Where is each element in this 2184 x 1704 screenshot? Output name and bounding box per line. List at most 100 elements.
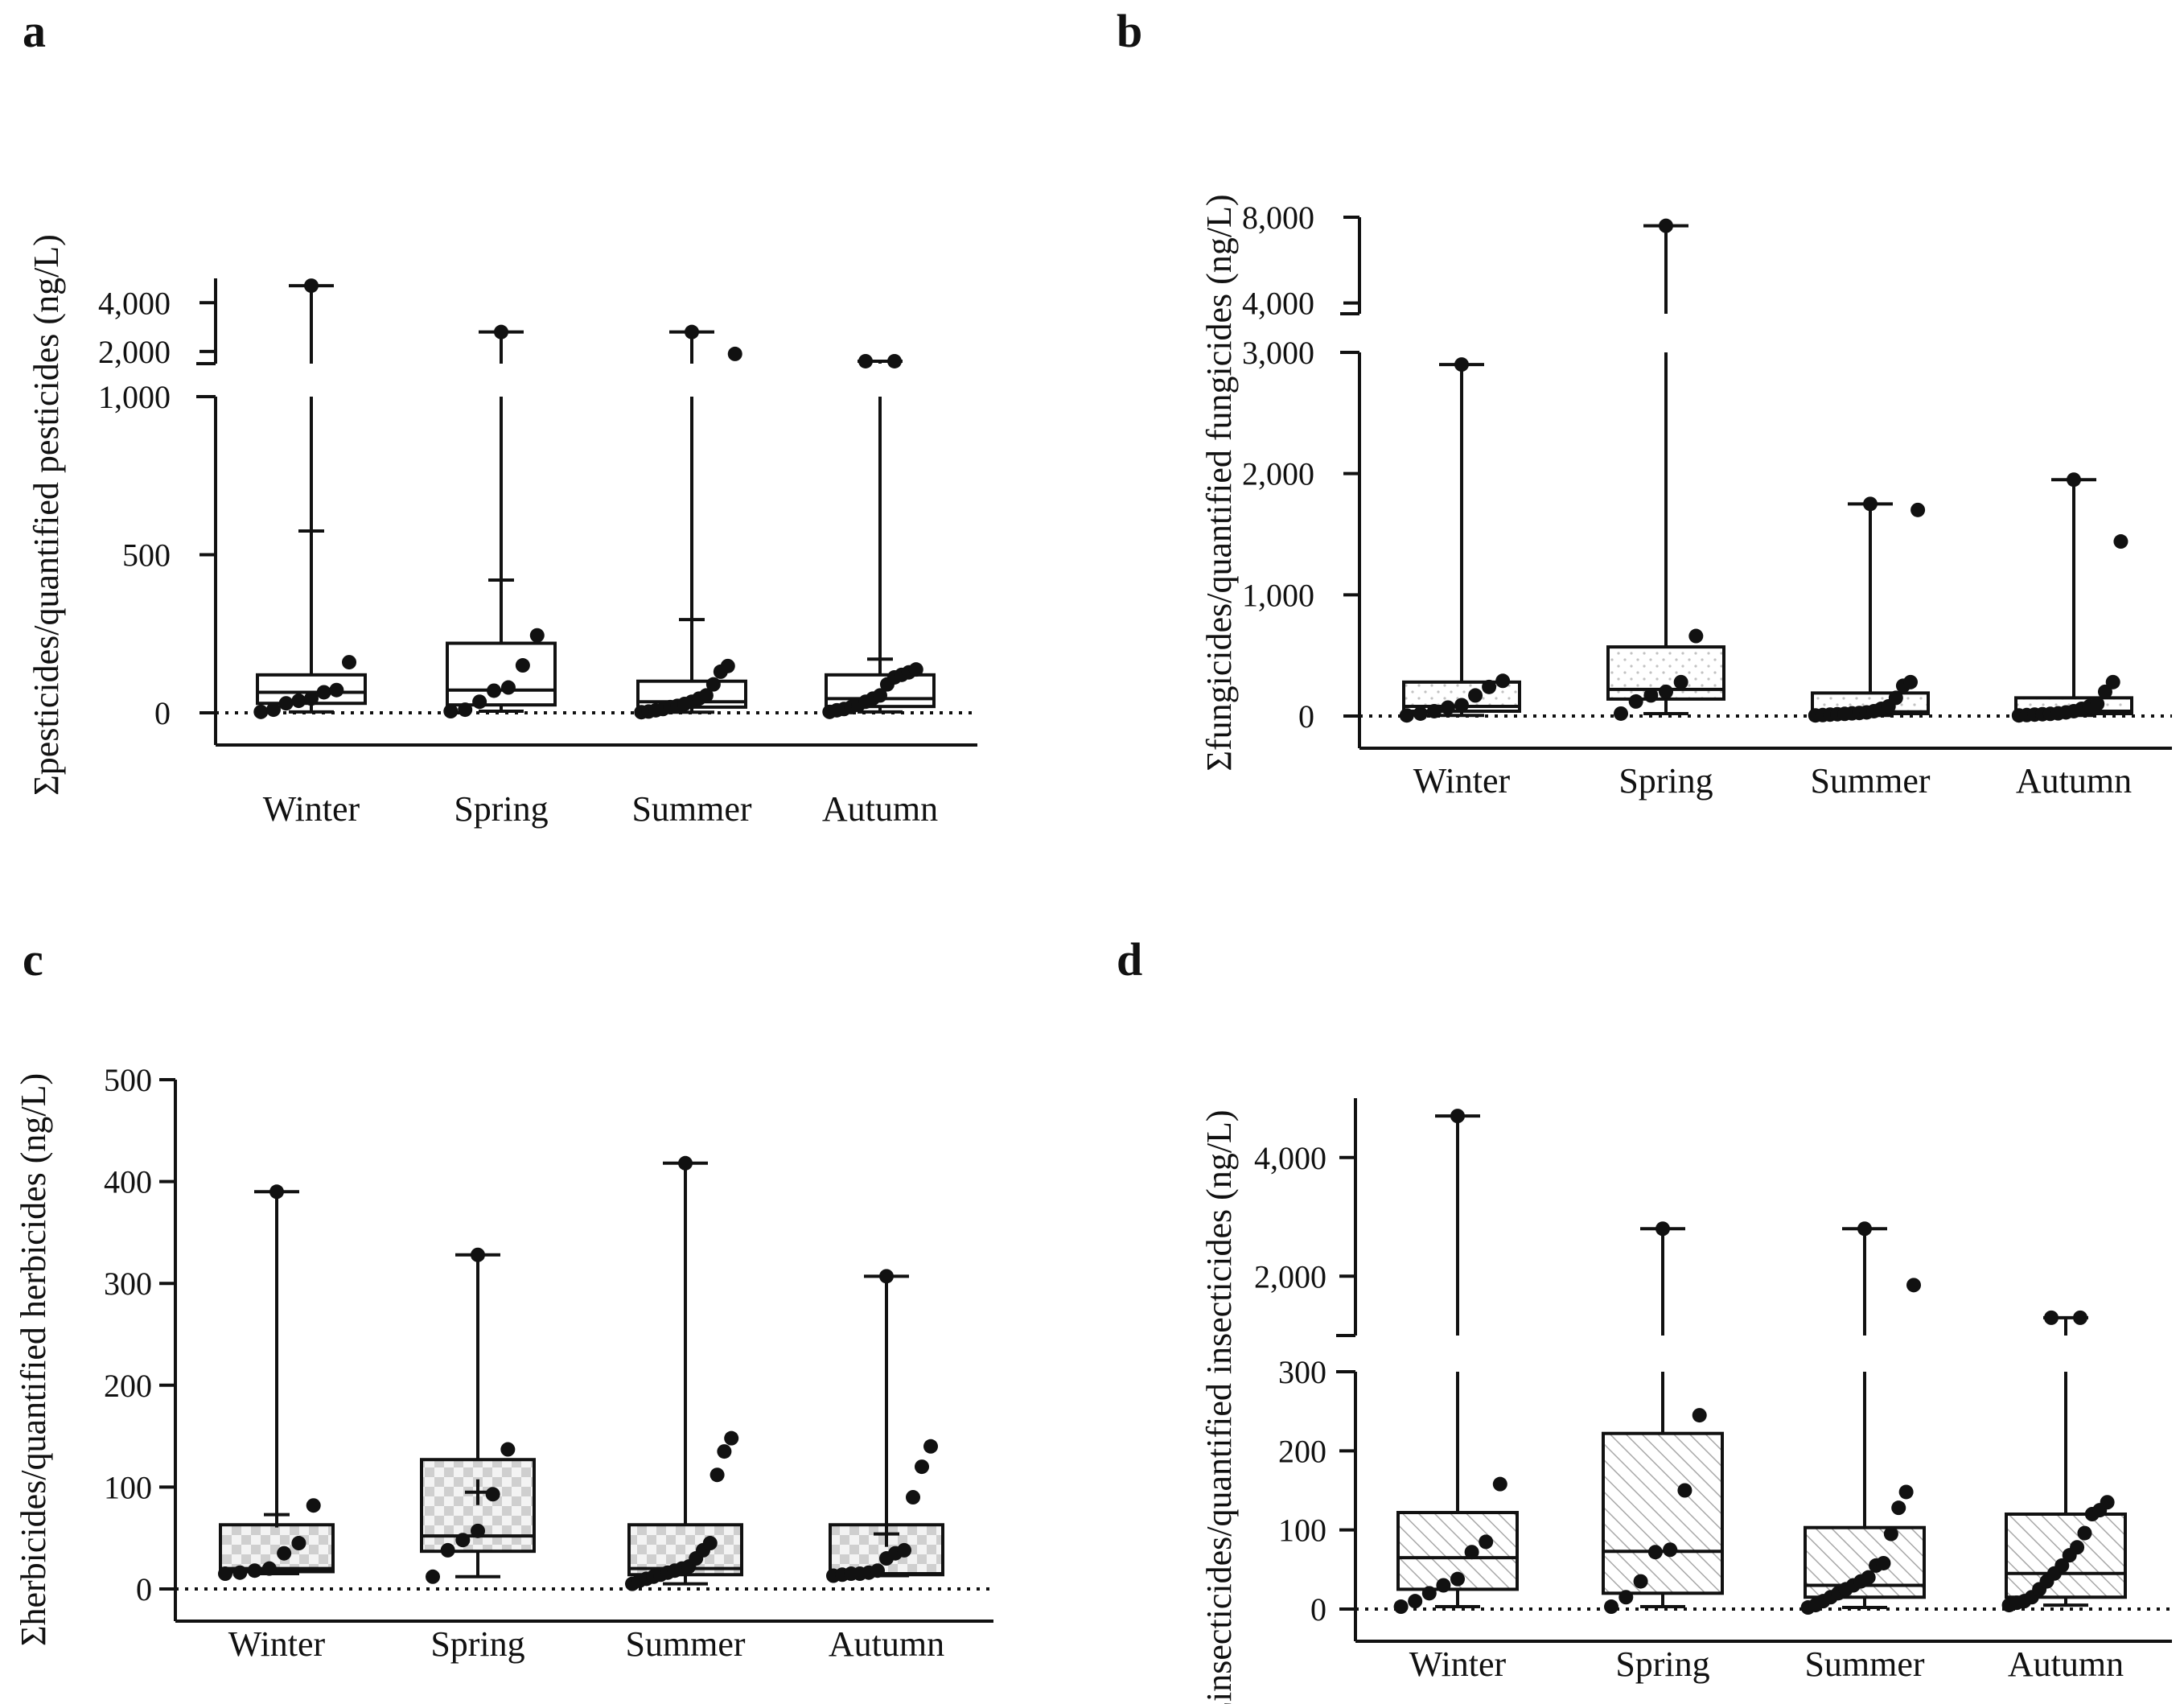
panel-a-data-point [705, 677, 721, 692]
panel-c-data-point [915, 1459, 929, 1475]
panel-b-x-label-spring: Spring [1618, 761, 1713, 801]
panel-d-y-tick-label: 300 [1278, 1354, 1326, 1390]
panel-a-box-group-summer [634, 324, 747, 720]
panel-c-data-point [897, 1542, 911, 1558]
panel-b-data-point [1903, 674, 1919, 689]
panel-c-chart: c 0 100 200 300 400 500 Σherbicides/quantified … [14, 933, 993, 1664]
panel-d-x-label-autumn: Autumn [2008, 1644, 2124, 1684]
panel-c-data-point [485, 1487, 500, 1502]
panel-b-y-axis-title: Σfungicides/quantified fungicides (ng/L) [1199, 194, 1239, 771]
panel-c-x-label-spring: Spring [430, 1624, 524, 1664]
panel-d-box-group-autumn [2001, 1310, 2127, 1613]
panel-a-data-point [304, 278, 319, 294]
panel-c-y-axis-title: Σherbicides/quantified herbicides (ng/L) [14, 1073, 53, 1646]
panel-d-x-label-winter: Winter [1409, 1644, 1507, 1684]
panel-b-box-group-spring [1606, 218, 1725, 721]
panel-b-data-point [1482, 679, 1497, 694]
panel-c-data-point [277, 1546, 292, 1561]
panel-d-data-point [1618, 1590, 1634, 1605]
panel-b-y-tick-label: 4,000 [1242, 286, 1314, 322]
panel-c-data-point [291, 1536, 306, 1551]
panel-b-data-point [1614, 706, 1628, 721]
panel-a-data-point [487, 683, 502, 698]
panel-a-data-point [304, 691, 319, 706]
panel-d-chart: d 0 100 200 300 2,000 4,000 Σinsecticides/quant… [1117, 933, 2172, 1704]
panel-c-data-point [678, 1155, 693, 1171]
panel-b-box-group-summer [1808, 496, 1930, 723]
panel-d-data-point [2077, 1525, 2092, 1541]
panel-d-data-point [1393, 1599, 1409, 1615]
panel-b-data-point [2097, 684, 2112, 699]
panel-c-y-tick-label: 200 [104, 1368, 152, 1404]
panel-a-box-group-spring [443, 324, 557, 719]
panel-b-data-point [1413, 706, 1428, 721]
panel-b-y-tick-label: 8,000 [1242, 200, 1314, 236]
panel-b-data-point [1659, 684, 1673, 699]
panel-a-data-point [698, 688, 714, 703]
panel-b-data-point [1910, 502, 1926, 517]
panel-a-data-point [458, 702, 473, 718]
panel-d-data-point [1655, 1221, 1670, 1237]
panel-d-data-point [1883, 1526, 1898, 1541]
panel-c-data-point [471, 1523, 485, 1538]
panel-b-data-point [1399, 708, 1414, 723]
panel-c-x-label-summer: Summer [625, 1624, 745, 1664]
panel-b-box-group-autumn [2011, 472, 2133, 723]
panel-d-box-group-spring [1602, 1221, 1724, 1615]
panel-b-data-point [1454, 698, 1469, 713]
panel-d-data-point [1898, 1484, 1914, 1500]
panel-a-letter: a [23, 5, 46, 57]
panel-a-y-tick-label: 2,000 [98, 334, 171, 370]
panel-d-data-point [2054, 1558, 2070, 1573]
panel-c-data-point [870, 1563, 885, 1578]
panel-d-data-point [1633, 1574, 1648, 1589]
panel-d-data-point [2070, 1540, 2085, 1555]
panel-c-data-point [247, 1563, 262, 1578]
panel-a-data-point [291, 694, 306, 709]
panel-c-data-point [709, 1467, 725, 1483]
panel-c-data-point [440, 1542, 455, 1558]
panel-d-y-tick-label: 200 [1278, 1433, 1326, 1469]
panel-c-letter: c [23, 933, 43, 986]
panel-a-data-point [472, 694, 487, 710]
panel-d-data-point [1677, 1483, 1692, 1498]
panel-a-data-point [515, 658, 530, 673]
panel-b-x-label-autumn: Autumn [2016, 761, 2132, 801]
panel-a-y-tick-label: 1,000 [98, 379, 171, 415]
panel-b-data-point [1888, 690, 1903, 706]
panel-d-box-group-winter [1393, 1109, 1519, 1615]
panel-d-data-point [1408, 1594, 1423, 1609]
panel-a-data-point [316, 685, 331, 700]
panel-c-data-point [500, 1442, 516, 1457]
panel-d-data-point [2044, 1310, 2059, 1325]
panel-b-data-point [1495, 673, 1511, 689]
panel-c-x-label-winter: Winter [228, 1624, 326, 1664]
panel-d-data-point [1861, 1570, 1876, 1585]
panel-c-data-point [471, 1247, 485, 1262]
panel-a-x-label-spring: Spring [454, 789, 548, 829]
panel-b-data-point [1454, 357, 1469, 372]
panel-c-data-point [232, 1565, 248, 1580]
panel-c-data-point [923, 1439, 938, 1454]
panel-d-data-point [1479, 1534, 1494, 1550]
panel-d-y-tick-label: 4,000 [1254, 1140, 1326, 1176]
panel-a-y-axis-title: Σpesticides/quantified pesticides (ng/L) [27, 234, 66, 796]
panel-b-data-point [1468, 688, 1483, 703]
panel-a-box [256, 673, 367, 706]
panel-d-data-point [1604, 1599, 1618, 1615]
panel-c-data-point [906, 1490, 920, 1505]
panel-b-data-point [1673, 674, 1688, 689]
panel-b-y-tick-label: 0 [1298, 698, 1314, 735]
panel-d-box-group-summer [1800, 1221, 1926, 1616]
panel-d-data-point [1421, 1586, 1437, 1601]
panel-b-data-point [1688, 628, 1704, 644]
panel-c-x-label-autumn: Autumn [829, 1624, 944, 1664]
panel-c-y-tick-label: 300 [104, 1266, 152, 1302]
panel-b-x-label-winter: Winter [1413, 761, 1511, 801]
panel-c-y-tick-label: 400 [104, 1164, 152, 1200]
panel-a-data-point [529, 628, 545, 643]
panel-a-data-point [908, 662, 923, 677]
panel-a-data-point [858, 353, 873, 368]
panel-a-data-point [342, 655, 357, 670]
